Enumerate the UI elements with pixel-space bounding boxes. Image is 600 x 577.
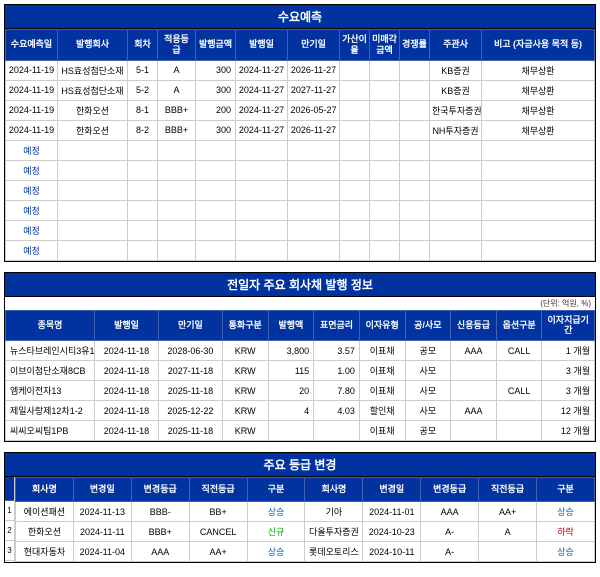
forecast-header: 만기일 — [288, 30, 340, 61]
rating-change-table: 회사명변경일변경등급직전등급구분회사명변경일변경등급직전등급구분 에이션패션20… — [15, 477, 595, 562]
table-row-pending: 예정 — [6, 200, 595, 220]
rating-header: 변경등급 — [131, 478, 189, 502]
table-row-pending: 예정 — [6, 180, 595, 200]
forecast-header: 수요예측일 — [6, 30, 58, 61]
prev-issue-title: 전일자 주요 회사채 발행 정보 — [5, 273, 595, 297]
forecast-header: 경쟁률 — [400, 30, 430, 61]
forecast-header: 발행일 — [236, 30, 288, 61]
table-row-pending: 예정 — [6, 140, 595, 160]
rating-header: 회사명 — [16, 478, 74, 502]
table-row: 2024-11-19한화오션8-2BBB+3002024-11-272026-1… — [6, 120, 595, 140]
forecast-title: 수요예측 — [5, 5, 595, 29]
prev-issue-table: 종목명발행일만기일통화구분발행액표면금리이자유형공/사모신용등급옵션구분이자지급… — [5, 310, 595, 442]
prev-header: 발행일 — [95, 310, 159, 341]
prev-header: 이자지급기간 — [542, 310, 595, 341]
rating-row-index: 123 — [5, 477, 15, 562]
table-row: 2024-11-19HS효성첨단소재5-1A3002024-11-272026-… — [6, 60, 595, 80]
prev-header: 만기일 — [158, 310, 222, 341]
prev-header: 통화구분 — [222, 310, 268, 341]
prev-header: 옵션구분 — [496, 310, 542, 341]
table-row: 씨씨오씨팀1PB2024-11-182025-11-18KRW이표채공모12 개… — [6, 421, 595, 441]
table-row: 2024-11-19HS효성첨단소재5-2A3002024-11-272027-… — [6, 80, 595, 100]
prev-header: 종목명 — [6, 310, 95, 341]
table-row-pending: 예정 — [6, 220, 595, 240]
prev-header: 신용등급 — [451, 310, 497, 341]
rating-header: 변경일 — [363, 478, 421, 502]
table-row: 현대자동차2024-11-04AAAAA+상승롯데오토리스2024-10-11A… — [16, 542, 595, 562]
table-row: 이브이첨단소재8CB2024-11-182027-11-18KRW1151.00… — [6, 361, 595, 381]
forecast-header: 주관사 — [430, 30, 482, 61]
table-row-pending: 예정 — [6, 160, 595, 180]
prev-issue-panel: 전일자 주요 회사채 발행 정보 (단위: 억원, %) 종목명발행일만기일통화… — [4, 272, 596, 443]
table-row-pending: 예정 — [6, 240, 595, 260]
table-row: 뉴스타브레인시티3유12024-11-182028-06-30KRW3,8003… — [6, 341, 595, 361]
prev-header: 이자유형 — [359, 310, 405, 341]
rating-header: 직전등급 — [189, 478, 247, 502]
prev-header: 공/사모 — [405, 310, 451, 341]
forecast-header: 적용등급 — [158, 30, 196, 61]
forecast-header: 발행회사 — [58, 30, 128, 61]
rating-header: 회사명 — [305, 478, 363, 502]
forecast-panel: 수요예측 수요예측일발행회사회차적용등급발행금액발행일만기일가산이율미매각금액경… — [4, 4, 596, 262]
forecast-header: 비고 (자금사용 목적 등) — [482, 30, 595, 61]
table-row: 엠케이전자132024-11-182025-11-18KRW207.80이표채사… — [6, 381, 595, 401]
rating-header: 변경등급 — [421, 478, 479, 502]
rating-header: 직전등급 — [479, 478, 537, 502]
forecast-header: 회차 — [128, 30, 158, 61]
prev-header: 발행액 — [268, 310, 314, 341]
forecast-table: 수요예측일발행회사회차적용등급발행금액발행일만기일가산이율미매각금액경쟁률주관사… — [5, 29, 595, 261]
rating-header: 구분 — [537, 478, 595, 502]
prev-header: 표면금리 — [314, 310, 360, 341]
rating-header: 구분 — [247, 478, 305, 502]
forecast-header: 가산이율 — [340, 30, 370, 61]
prev-issue-unit: (단위: 억원, %) — [5, 297, 595, 310]
forecast-header: 미매각금액 — [370, 30, 400, 61]
table-row: 2024-11-19한화오션8-1BBB+2002024-11-272026-0… — [6, 100, 595, 120]
rating-header: 변경일 — [73, 478, 131, 502]
table-row: 한화오션2024-11-11BBB+CANCEL신규다올투자증권2024-10-… — [16, 522, 595, 542]
table-row: 에이션패션2024-11-13BBB-BB+상승기아2024-11-01AAAA… — [16, 502, 595, 522]
forecast-header: 발행금액 — [196, 30, 236, 61]
table-row: 제일사랑제12차1-22024-11-182025-12-22KRW44.03할… — [6, 401, 595, 421]
rating-change-title: 주요 등급 변경 — [5, 453, 595, 477]
